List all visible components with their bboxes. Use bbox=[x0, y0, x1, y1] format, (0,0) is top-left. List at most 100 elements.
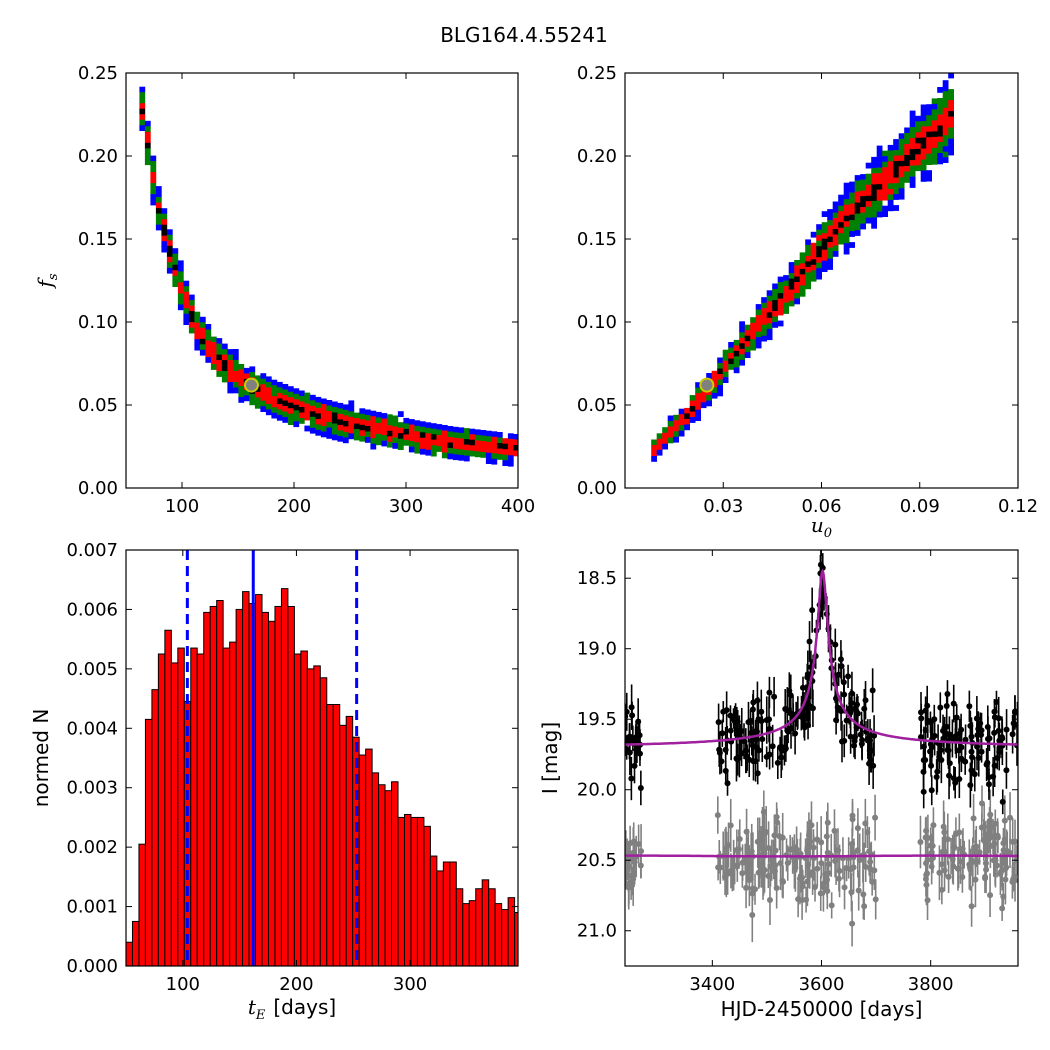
heatmap-cell bbox=[865, 217, 872, 224]
heatmap-cell bbox=[761, 330, 767, 336]
heatmap-cell bbox=[150, 155, 157, 162]
data-point bbox=[745, 719, 752, 726]
heatmap-cell bbox=[893, 144, 899, 151]
heatmap-cell bbox=[419, 421, 426, 428]
heatmap-cell bbox=[678, 408, 685, 415]
data-point bbox=[804, 671, 811, 678]
heatmap-cell bbox=[315, 429, 322, 436]
heatmap-cell bbox=[474, 440, 481, 447]
data-point bbox=[841, 691, 848, 698]
heatmap-cell bbox=[750, 333, 756, 340]
heatmap-cell bbox=[386, 419, 393, 426]
heatmap-cell bbox=[469, 450, 476, 457]
heatmap-cell bbox=[662, 427, 668, 433]
heatmap-cell bbox=[728, 364, 734, 370]
heatmap-cell bbox=[353, 412, 360, 419]
data-point bbox=[770, 861, 777, 868]
heatmap-cell bbox=[766, 301, 773, 308]
heatmap-cell bbox=[678, 419, 685, 426]
heatmap-cell bbox=[942, 102, 949, 108]
histogram-bar bbox=[429, 855, 438, 966]
data-point bbox=[724, 780, 731, 787]
heatmap-cell bbox=[805, 250, 811, 257]
heatmap-cell bbox=[832, 240, 839, 246]
histogram-bar bbox=[170, 662, 179, 966]
heatmap-cell bbox=[805, 272, 811, 279]
heatmap-cell bbox=[772, 311, 778, 317]
heatmap-cell bbox=[293, 415, 300, 422]
data-point bbox=[982, 875, 989, 882]
heatmap-cell bbox=[871, 162, 877, 169]
heatmap-cell bbox=[854, 208, 861, 214]
data-point bbox=[952, 736, 959, 743]
data-point bbox=[841, 884, 848, 891]
heatmap-cell bbox=[419, 426, 426, 433]
heatmap-cell bbox=[794, 282, 800, 288]
heatmap-cell bbox=[656, 438, 663, 445]
heatmap-cell bbox=[816, 235, 822, 241]
data-point bbox=[991, 729, 998, 736]
heatmap-cell bbox=[810, 259, 817, 266]
heatmap-cell bbox=[331, 418, 338, 424]
heatmap-cell bbox=[766, 334, 773, 341]
heatmap-cell bbox=[909, 121, 916, 128]
heatmap-cell bbox=[221, 360, 228, 366]
heatmap-cell bbox=[794, 260, 800, 266]
heatmap-cell bbox=[370, 432, 377, 439]
heatmap-cell bbox=[265, 376, 272, 383]
y-tick-label: 0.000 bbox=[66, 956, 118, 977]
heatmap-cell bbox=[392, 432, 399, 438]
heatmap-cell bbox=[821, 260, 828, 267]
heatmap-cell bbox=[860, 174, 866, 180]
histogram-bar bbox=[196, 653, 205, 966]
histogram-bar bbox=[494, 903, 503, 966]
histogram-bar bbox=[287, 605, 295, 966]
heatmap-cell bbox=[155, 219, 162, 225]
data-point bbox=[636, 750, 643, 757]
data-point bbox=[804, 847, 811, 854]
heatmap-cell bbox=[452, 448, 459, 455]
heatmap-cell bbox=[733, 345, 740, 352]
data-point bbox=[805, 701, 812, 708]
y-axis-label: normed N bbox=[29, 709, 53, 808]
heatmap-cell bbox=[419, 437, 426, 444]
heatmap-cell bbox=[172, 270, 179, 276]
heatmap-cell bbox=[827, 247, 833, 254]
heatmap-cell bbox=[397, 438, 404, 445]
data-point bbox=[999, 905, 1006, 912]
model-curve-bottom bbox=[625, 854, 1018, 858]
heatmap-cell bbox=[843, 226, 850, 233]
heatmap-cell bbox=[832, 234, 839, 241]
histogram-bar bbox=[528, 907, 534, 966]
histogram-bar bbox=[378, 784, 386, 966]
heatmap-cell bbox=[414, 425, 421, 432]
heatmap-cell bbox=[794, 276, 800, 283]
data-point bbox=[991, 762, 998, 769]
histogram-bar bbox=[410, 816, 418, 966]
heatmap-cell bbox=[876, 200, 883, 207]
heatmap-cell bbox=[359, 430, 366, 437]
heatmap-cell bbox=[893, 183, 899, 189]
heatmap-cell bbox=[265, 381, 272, 388]
heatmap-cell bbox=[331, 423, 338, 430]
data-point bbox=[854, 701, 861, 708]
histogram-bar bbox=[391, 781, 399, 966]
heatmap-cell bbox=[458, 438, 465, 445]
heatmap-cell bbox=[458, 432, 465, 439]
heatmap-cell bbox=[843, 188, 850, 194]
data-point bbox=[838, 707, 845, 714]
heatmap-cell bbox=[408, 419, 415, 425]
data-point bbox=[944, 836, 951, 843]
heatmap-cell bbox=[304, 409, 311, 415]
heatmap-cell bbox=[843, 193, 850, 200]
heatmap-cell bbox=[199, 333, 206, 340]
y-tick-label: 0.10 bbox=[577, 312, 617, 333]
data-point bbox=[766, 725, 773, 732]
heatmap-cell bbox=[689, 411, 696, 418]
heatmap-cell bbox=[150, 161, 157, 167]
data-point bbox=[978, 748, 985, 755]
heatmap-cell bbox=[326, 427, 333, 434]
heatmap-cell bbox=[832, 245, 839, 252]
histogram-bar bbox=[455, 888, 464, 966]
heatmap-cell bbox=[331, 429, 338, 435]
